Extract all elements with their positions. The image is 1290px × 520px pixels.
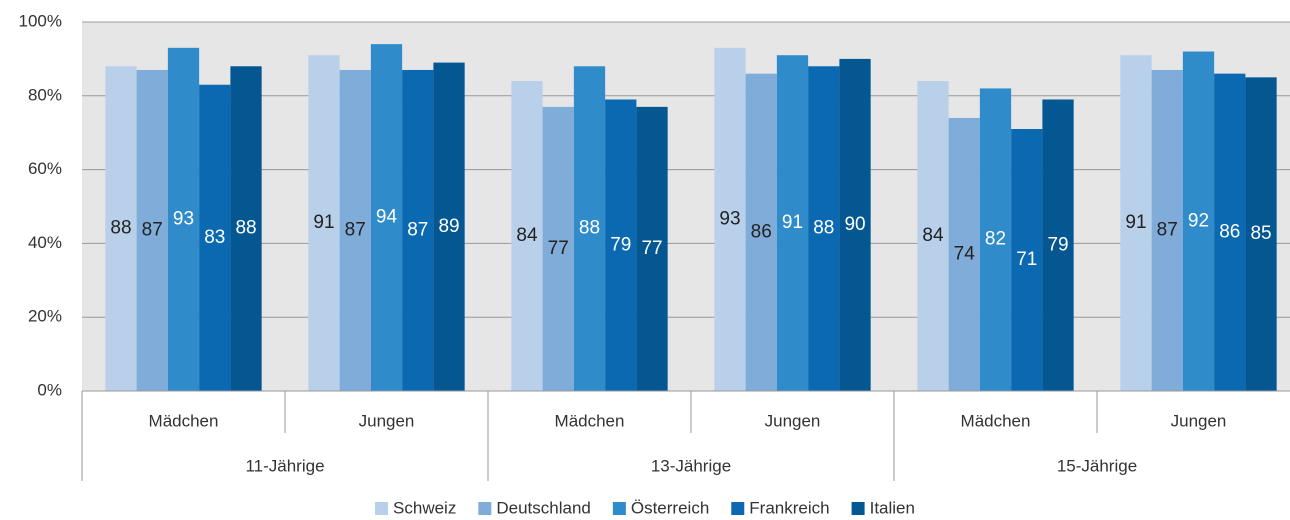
- legend-swatch: [731, 502, 745, 515]
- data-label: 88: [235, 218, 256, 239]
- data-label: 71: [1016, 249, 1037, 270]
- bar: [714, 47, 746, 392]
- bar: [402, 69, 434, 391]
- legend-swatch: [612, 502, 626, 515]
- data-label: 88: [813, 218, 834, 239]
- legend-label: Schweiz: [393, 498, 456, 515]
- bar: [839, 58, 871, 392]
- data-label: 91: [782, 212, 803, 233]
- data-label: 79: [610, 234, 631, 255]
- data-label: 93: [719, 208, 740, 229]
- data-label: 94: [376, 207, 398, 228]
- data-label: 86: [1219, 221, 1240, 242]
- plot-background: [82, 22, 1290, 391]
- data-label: 83: [204, 227, 225, 248]
- x-group-label: 13-Jährige: [651, 456, 731, 475]
- data-label: 89: [438, 216, 459, 237]
- bar: [433, 62, 465, 392]
- data-label: 84: [516, 225, 538, 246]
- data-label: 87: [1157, 220, 1178, 241]
- x-tick-label: Mädchen: [961, 411, 1031, 430]
- bar: [573, 66, 606, 391]
- data-label: 87: [142, 220, 163, 241]
- data-label: 86: [751, 221, 772, 242]
- x-tick-label: Jungen: [1171, 411, 1227, 430]
- data-label: 77: [548, 238, 569, 259]
- data-label: 74: [954, 243, 976, 264]
- data-label: 85: [1250, 223, 1271, 244]
- bar: [605, 99, 637, 392]
- y-tick-label: 0%: [37, 380, 62, 399]
- x-tick-label: Mädchen: [149, 411, 219, 430]
- bar: [308, 55, 340, 392]
- bar: [979, 88, 1012, 392]
- legend-label: Österreich: [631, 498, 709, 515]
- bar: [370, 44, 403, 391]
- data-label: 82: [985, 229, 1006, 250]
- y-tick-label: 60%: [28, 159, 62, 178]
- data-label: 87: [345, 220, 366, 241]
- y-tick-label: 80%: [28, 85, 62, 104]
- data-label: 93: [173, 208, 194, 229]
- bar: [105, 66, 137, 391]
- data-label: 84: [922, 225, 944, 246]
- bar: [745, 73, 777, 391]
- legend-label: Frankreich: [749, 498, 829, 515]
- data-label: 90: [844, 214, 865, 235]
- data-label: 91: [313, 212, 334, 233]
- x-tick-label: Mädchen: [555, 411, 625, 430]
- x-tick-label: Jungen: [765, 411, 821, 430]
- bar: [542, 106, 574, 392]
- data-label: 87: [407, 220, 428, 241]
- bar: [776, 55, 809, 392]
- legend-swatch: [851, 502, 865, 515]
- bar: [1120, 55, 1152, 392]
- bar: [636, 106, 668, 392]
- bar: [230, 66, 262, 391]
- data-label: 88: [579, 218, 600, 239]
- bar: [1042, 99, 1074, 392]
- y-tick-label: 20%: [28, 307, 62, 326]
- data-label: 79: [1047, 234, 1068, 255]
- legend-swatch: [375, 502, 389, 515]
- bar: [511, 81, 543, 391]
- bar: [1214, 73, 1246, 391]
- bar: [136, 69, 168, 391]
- data-label: 91: [1125, 212, 1146, 233]
- bar: [948, 117, 980, 391]
- bar: [917, 81, 949, 391]
- legend-label: Deutschland: [496, 498, 591, 515]
- y-tick-label: 100%: [19, 11, 62, 30]
- x-tick-label: Jungen: [359, 411, 415, 430]
- data-label: 77: [641, 238, 662, 259]
- bar: [808, 66, 840, 391]
- bar: [1245, 77, 1277, 391]
- data-label: 92: [1188, 210, 1209, 231]
- bar: [1182, 51, 1215, 392]
- data-label: 88: [110, 218, 131, 239]
- bar: [1011, 129, 1043, 391]
- bar: [339, 69, 371, 391]
- legend-swatch: [478, 502, 492, 515]
- legend-label: Italien: [870, 498, 915, 515]
- y-tick-label: 40%: [28, 233, 62, 252]
- x-group-label: 11-Jährige: [245, 456, 324, 475]
- bar: [199, 84, 231, 391]
- bar: [167, 47, 200, 392]
- bar: [1151, 69, 1183, 391]
- x-group-label: 15-Jährige: [1057, 456, 1137, 475]
